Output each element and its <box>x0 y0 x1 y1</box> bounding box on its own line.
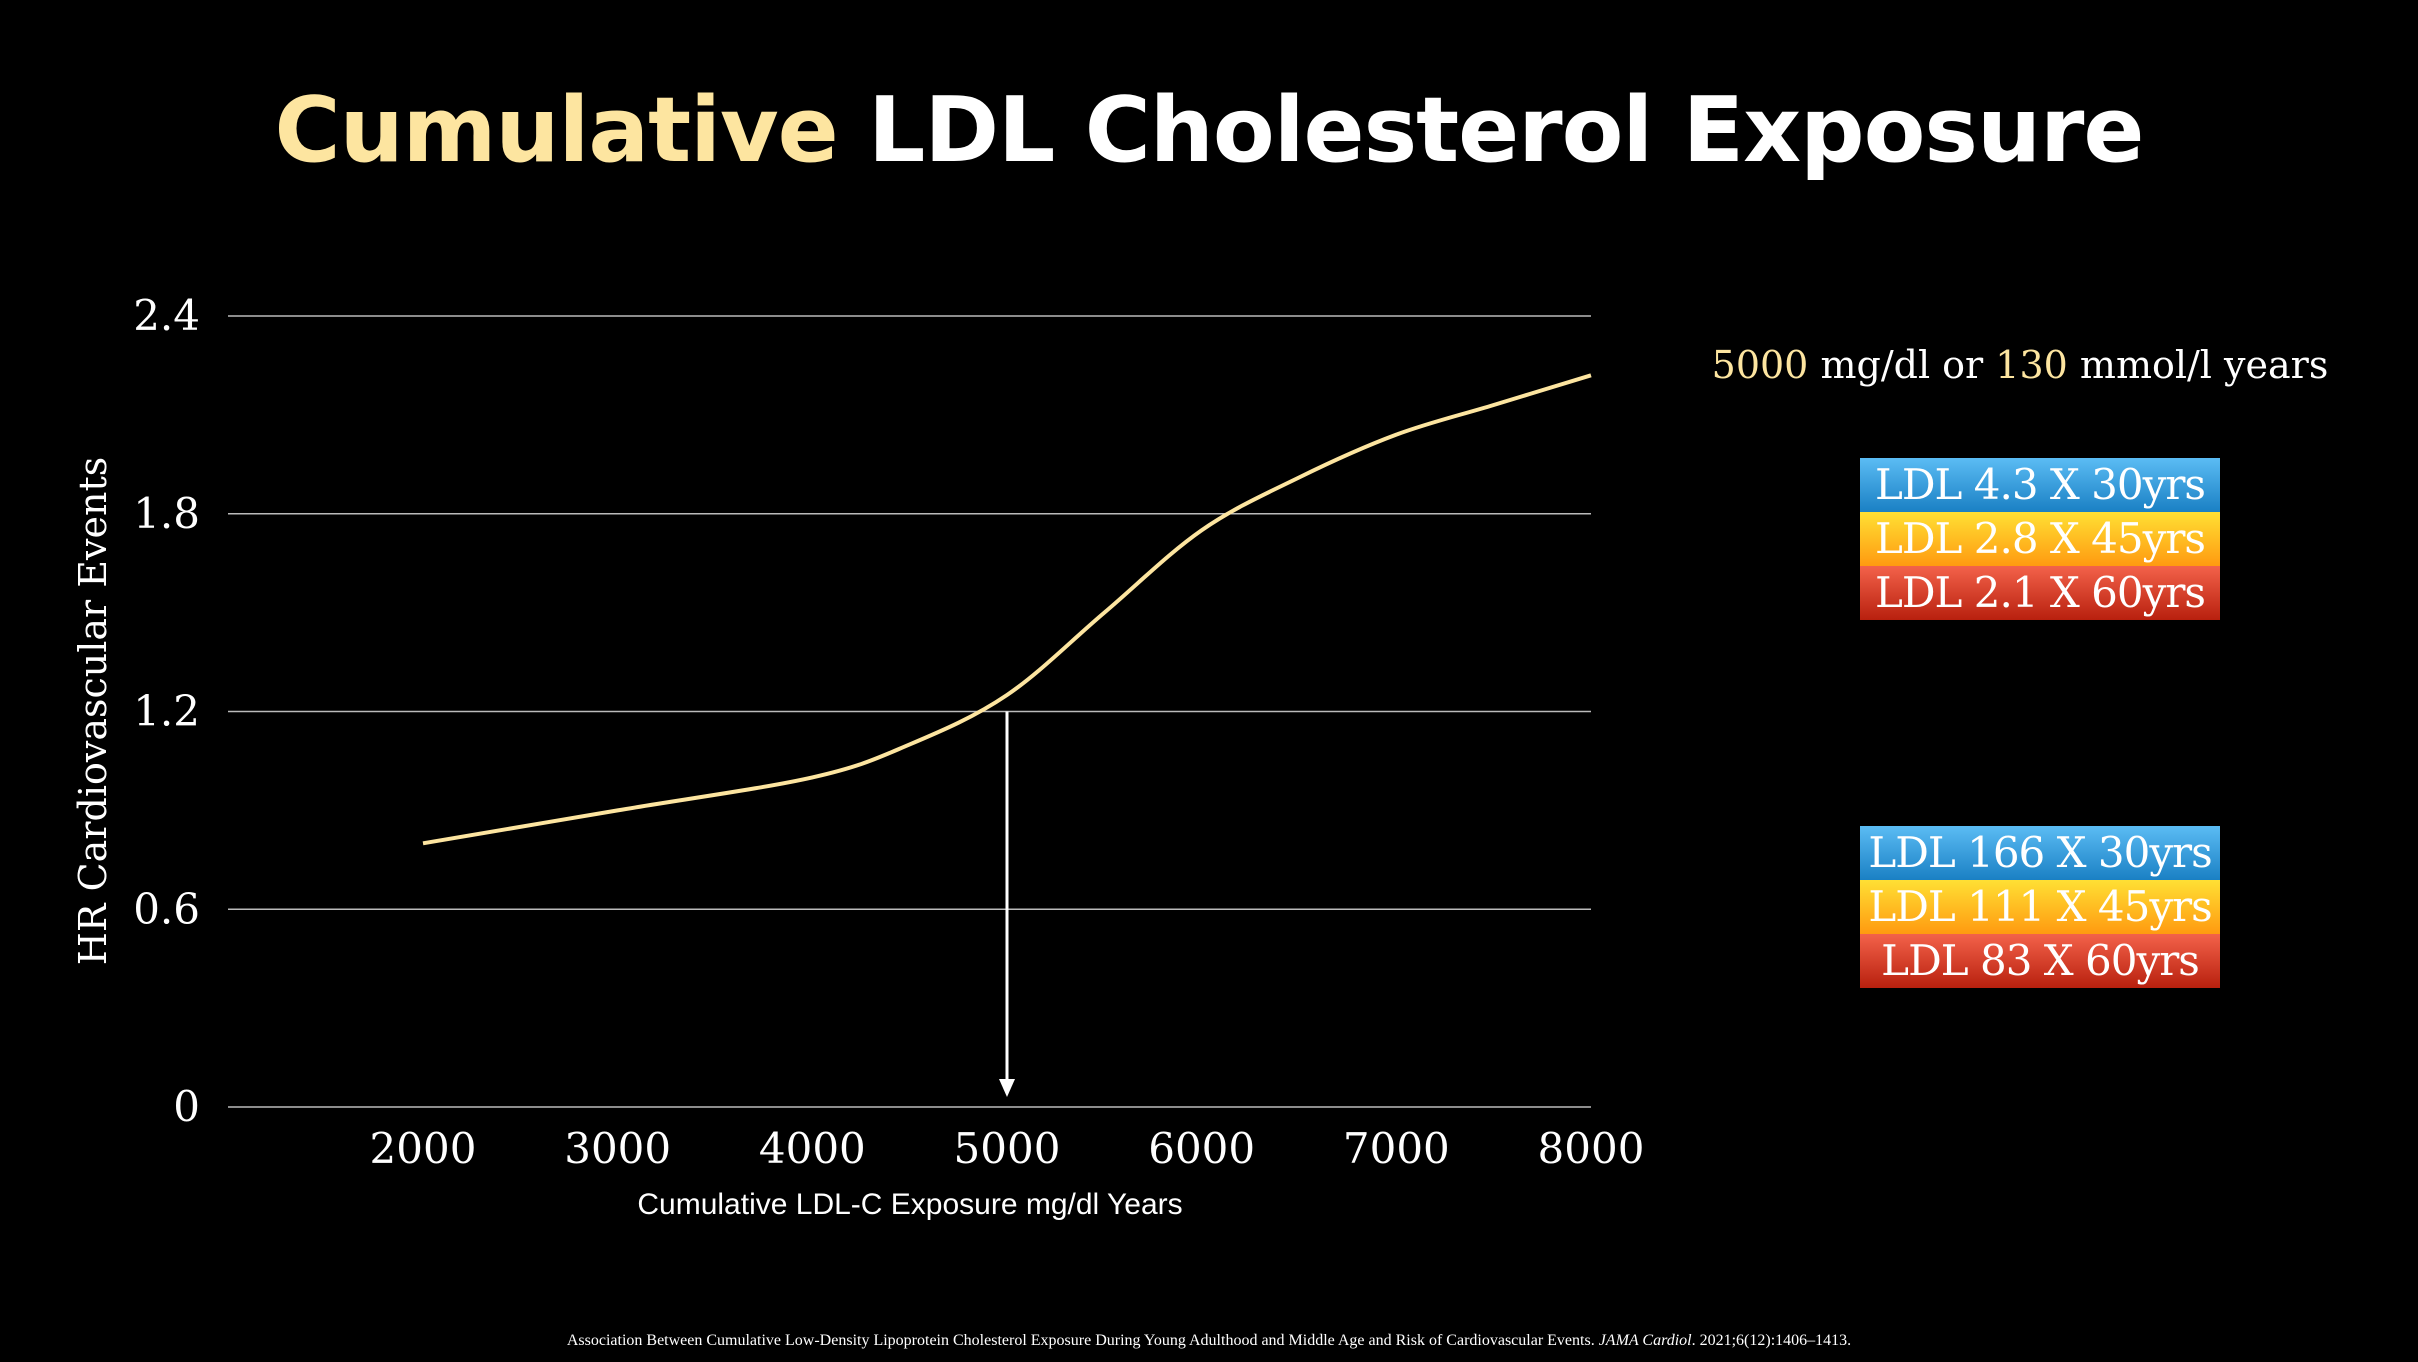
slide-title: Cumulative LDL Cholesterol Exposure <box>274 78 2145 183</box>
box-45yrs: LDL 2.8 X 45yrs <box>1860 512 2220 566</box>
y-tick-label: 2.4 <box>133 291 200 340</box>
y-axis-label: HR Cardiovascular Events <box>71 457 115 965</box>
y-tick-label: 0.6 <box>133 884 200 933</box>
x-tick-label: 5000 <box>954 1124 1061 1173</box>
arrow-head-icon <box>999 1079 1015 1097</box>
x-tick-label: 8000 <box>1538 1124 1645 1173</box>
box-30yrs: LDL 4.3 X 30yrs <box>1860 458 2220 512</box>
box-30yrs: LDL 166 X 30yrs <box>1860 826 2220 880</box>
mgdl-equivalents: LDL 166 X 30yrs LDL 111 X 45yrs LDL 83 X… <box>1860 826 2220 988</box>
box-60yrs: LDL 2.1 X 60yrs <box>1860 566 2220 620</box>
exposure-note: 5000 mg/dl or 130 mmol/l years <box>1711 343 2329 387</box>
box-45yrs: LDL 111 X 45yrs <box>1860 880 2220 934</box>
x-axis-label: Cumulative LDL-C Exposure mg/dl Years <box>637 1188 1182 1221</box>
x-tick-label: 2000 <box>370 1124 477 1173</box>
box-60yrs: LDL 83 X 60yrs <box>1860 934 2220 988</box>
arrow-annotation <box>999 711 1015 1097</box>
mmol-equivalents: LDL 4.3 X 30yrs LDL 2.8 X 45yrs LDL 2.1 … <box>1860 458 2220 620</box>
x-tick-label: 4000 <box>759 1124 866 1173</box>
x-tick-label: 3000 <box>564 1124 671 1173</box>
x-tick-label: 6000 <box>1148 1124 1255 1173</box>
series-line <box>422 373 1592 846</box>
citation: Association Between Cumulative Low-Densi… <box>566 1332 1852 1349</box>
x-tick-label: 7000 <box>1343 1124 1450 1173</box>
y-tick-label: 0 <box>173 1082 200 1131</box>
y-tick-label: 1.2 <box>133 687 200 736</box>
y-tick-label: 1.8 <box>133 489 200 538</box>
